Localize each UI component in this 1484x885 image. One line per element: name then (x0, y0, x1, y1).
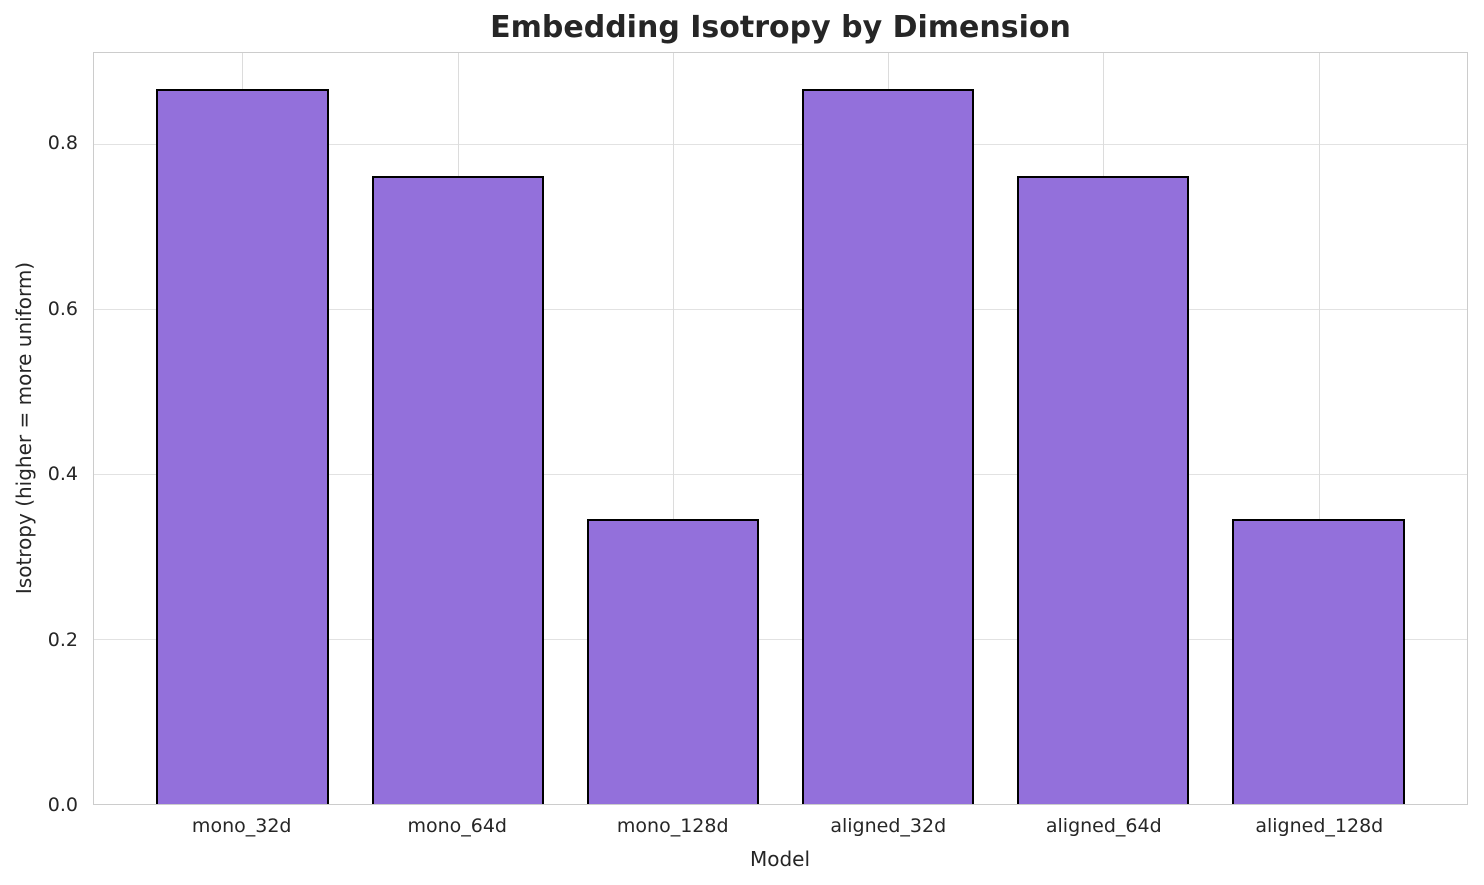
x-tick-label: mono_32d (191, 815, 292, 837)
x-tick-label: mono_128d (616, 815, 729, 837)
plot-area (93, 52, 1468, 805)
gridline-horizontal (94, 473, 1467, 475)
x-tick-label: aligned_32d (830, 815, 947, 837)
x-tick-label: mono_64d (407, 815, 507, 837)
x-axis-label: Model (749, 847, 811, 871)
gridline-vertical (1318, 53, 1320, 804)
x-tick-label: aligned_64d (1045, 815, 1162, 837)
gridline-horizontal (94, 308, 1467, 310)
bar-mono_64d (371, 175, 544, 804)
bar-mono_32d (156, 89, 329, 804)
gridline-vertical (672, 53, 674, 804)
gridline-horizontal (94, 638, 1467, 640)
bar-mono_128d (586, 519, 759, 804)
y-tick-label: 0.2 (47, 628, 78, 651)
gridline-horizontal (94, 143, 1467, 145)
y-tick-label: 0.0 (47, 794, 78, 816)
x-tick-labels: mono_32d mono_64d mono_128d aligned_32d alig… (93, 815, 1468, 841)
bar-aligned_32d (802, 89, 975, 804)
bar-aligned_64d (1017, 175, 1190, 804)
x-tick-label: aligned_128d (1255, 815, 1384, 837)
chart-title: Embedding Isotropy by Dimension (490, 10, 1071, 45)
y-tick-label: 0.4 (47, 463, 78, 485)
y-tick-labels: 0.0 0.2 0.4 0.6 0.8 (0, 52, 78, 816)
y-tick-label: 0.6 (47, 297, 78, 320)
bar-aligned_128d (1232, 519, 1405, 804)
y-tick-label: 0.8 (47, 132, 78, 155)
